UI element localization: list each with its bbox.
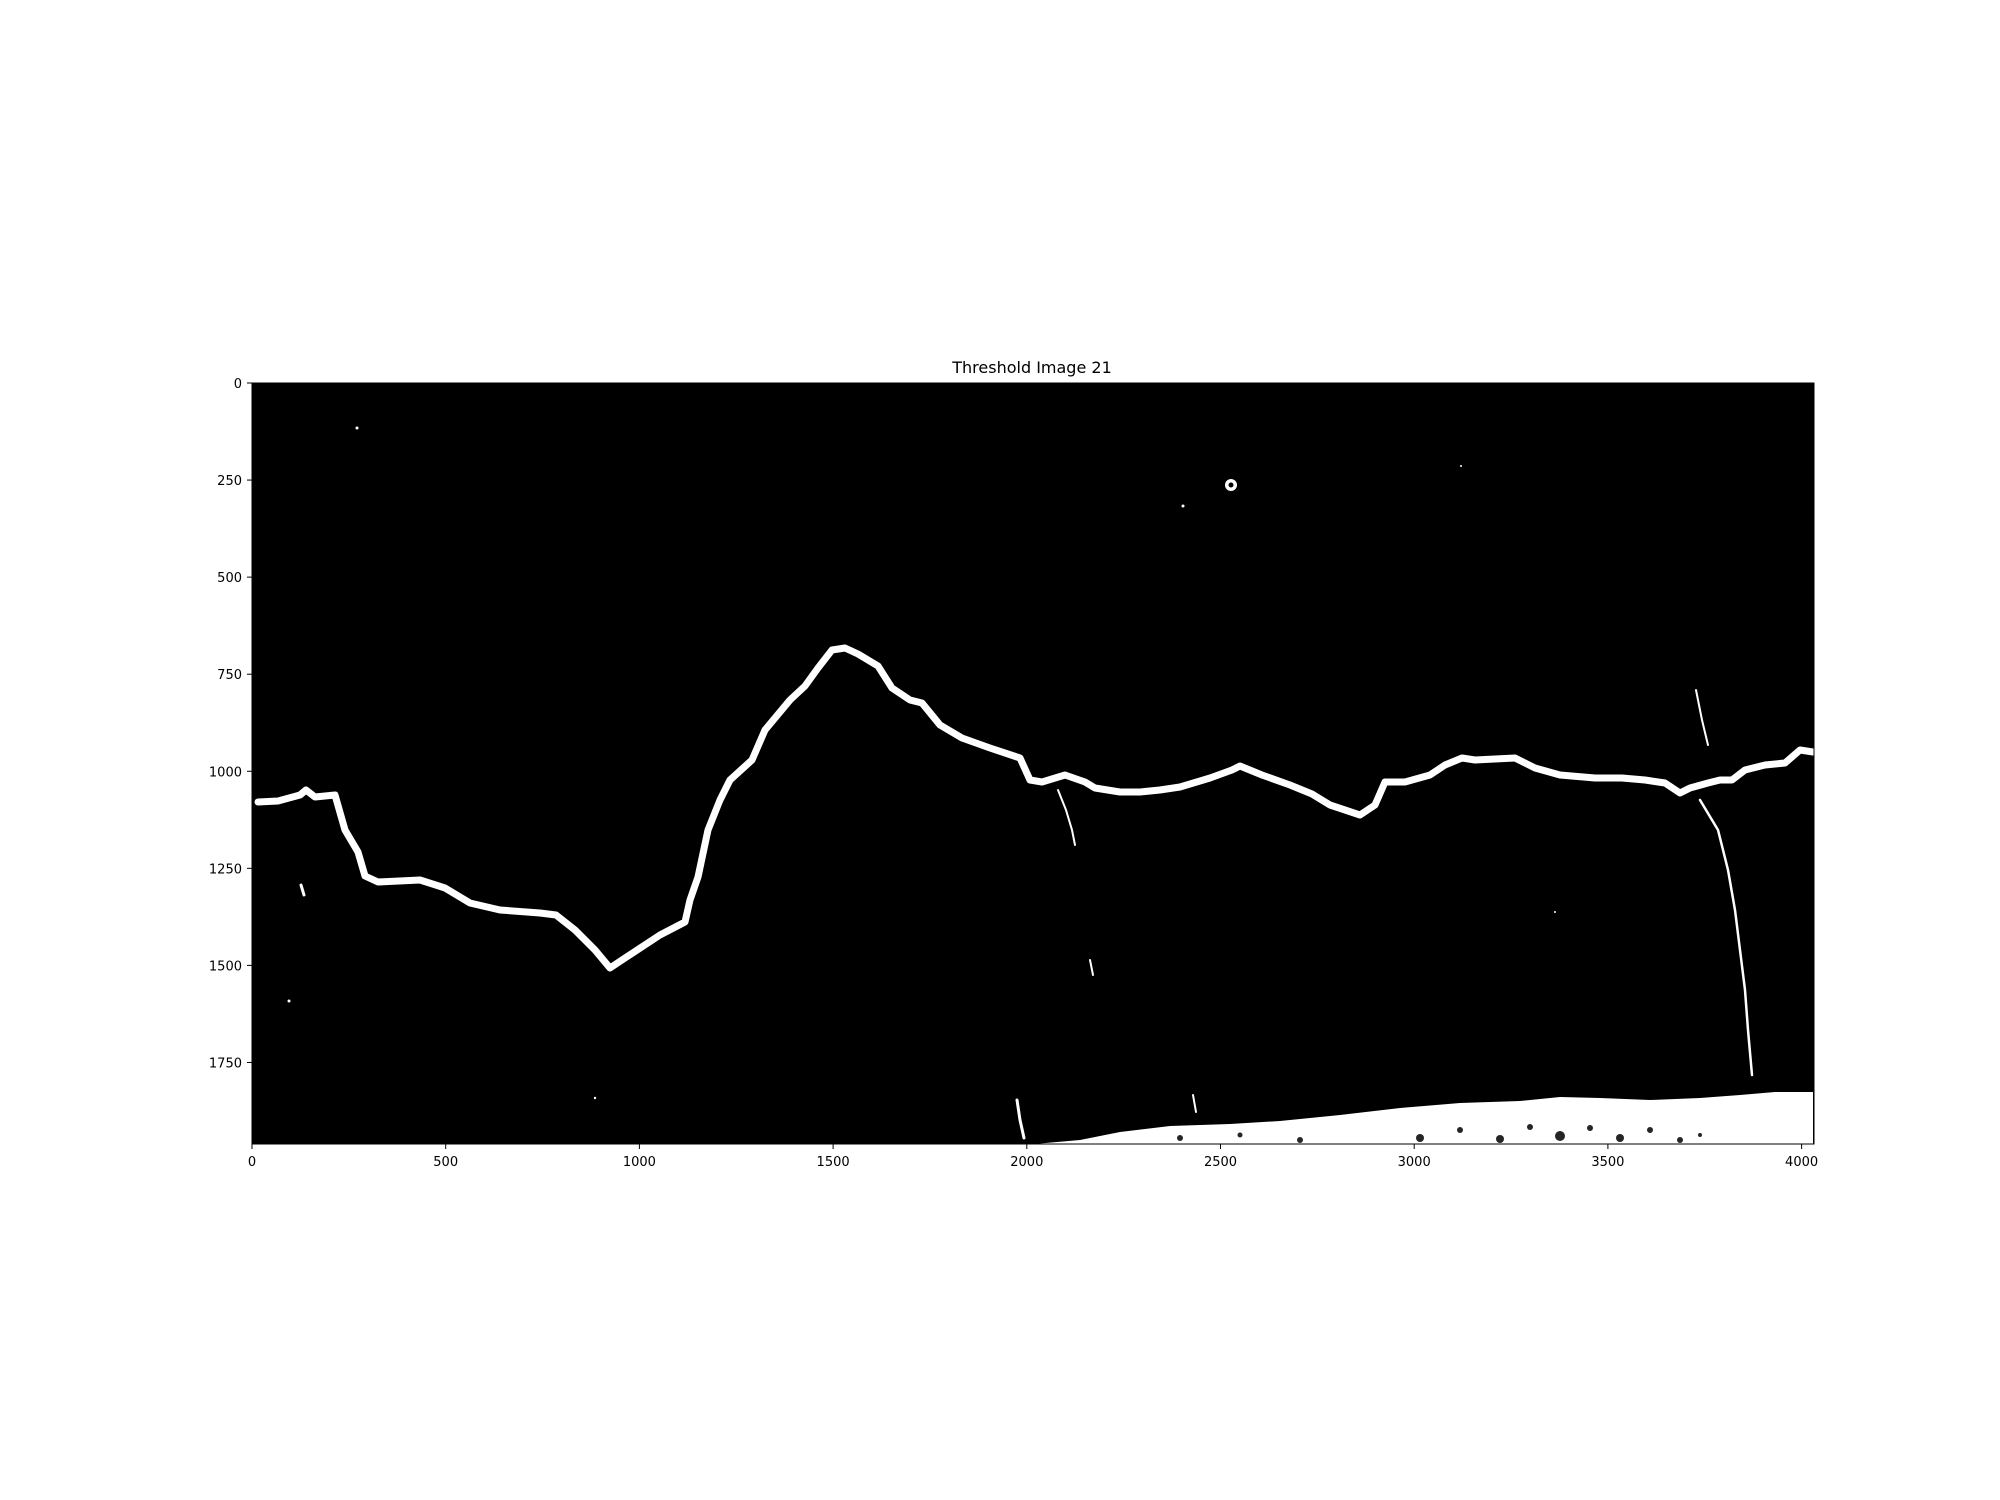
x-tick-label: 0	[248, 1155, 256, 1170]
bottom-band-texture	[1177, 1124, 1702, 1143]
threshold-image	[251, 382, 1817, 1145]
x-tick-label: 1000	[623, 1155, 656, 1170]
crack-secondary	[299, 689, 1754, 1140]
x-tick-label: 500	[433, 1155, 458, 1170]
x-tick-label: 2500	[1204, 1155, 1237, 1170]
figure-title: Threshold Image 21	[951, 358, 1112, 377]
x-tick-label: 3000	[1398, 1155, 1431, 1170]
noise-specks	[287, 426, 1556, 1100]
x-tick-label: 4000	[1785, 1155, 1818, 1170]
y-tick-label: 750	[217, 668, 242, 683]
y-tick-label: 1500	[209, 959, 242, 974]
bottom-bright-band	[1034, 1092, 1813, 1144]
image-black-background	[252, 383, 1814, 1144]
x-axis: 0 500 1000 1500 2000 2500 3000 3500 4000	[248, 1144, 1818, 1170]
y-tick-label: 1750	[209, 1056, 242, 1071]
y-tick-label: 0	[234, 377, 242, 392]
y-tick-label: 250	[217, 474, 242, 489]
y-tick-label: 1250	[209, 862, 242, 877]
x-tick-label: 1500	[817, 1155, 850, 1170]
y-tick-label: 500	[217, 571, 242, 586]
y-tick-label: 1000	[209, 765, 242, 780]
x-tick-label: 2000	[1010, 1155, 1043, 1170]
crack-main	[254, 644, 1817, 972]
x-tick-label: 3500	[1591, 1155, 1624, 1170]
y-axis: 0 250 500 750 1000 1250 1500 1750	[209, 377, 252, 1071]
image-frame	[251, 382, 1815, 1145]
